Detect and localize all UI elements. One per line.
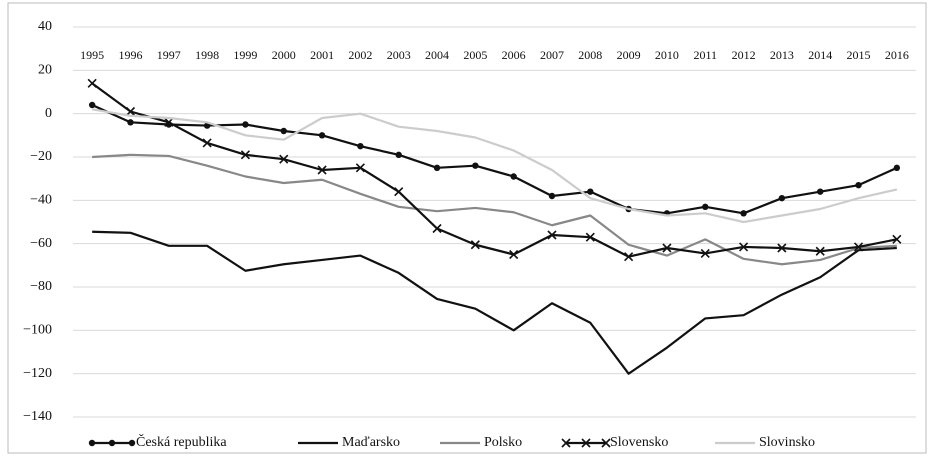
marker (472, 162, 479, 169)
marker (587, 188, 594, 195)
marker (662, 243, 672, 253)
x-tick-label: 1997 (157, 48, 181, 62)
marker (202, 138, 212, 148)
y-tick-label: −20 (30, 149, 52, 164)
marker (855, 181, 862, 189)
legend-label: Maďarsko (342, 435, 400, 450)
marker (548, 192, 556, 200)
marker (778, 194, 786, 202)
marker (740, 210, 747, 217)
y-tick-label: −140 (23, 409, 52, 424)
x-tick-label: 2005 (463, 48, 487, 62)
marker (240, 150, 250, 160)
x-tick-label: 2002 (348, 48, 372, 62)
y-tick-label: −40 (30, 193, 52, 208)
y-tick-label: −100 (23, 323, 52, 338)
marker (470, 240, 480, 250)
marker (279, 154, 289, 164)
x-tick-label: 2001 (310, 48, 334, 62)
series-line (92, 153, 897, 266)
marker (318, 132, 326, 139)
legend-item: Maďarsko (298, 435, 400, 450)
series-line (92, 230, 897, 375)
legend-label: Slovensko (610, 435, 668, 450)
marker (280, 127, 287, 135)
marker (128, 439, 136, 447)
marker (509, 249, 519, 260)
x-tick-label: 2010 (655, 48, 679, 62)
marker (394, 187, 404, 197)
x-tick-label: 2006 (502, 48, 526, 62)
marker (585, 232, 595, 242)
x-tick-label: 1996 (118, 48, 142, 62)
x-tick-label: 2015 (847, 48, 871, 62)
marker (355, 163, 365, 173)
marker (624, 252, 634, 262)
marker (108, 439, 116, 447)
series-line (91, 108, 898, 224)
marker (317, 165, 327, 175)
series-line (91, 103, 898, 215)
legend-label: Slovinsko (759, 435, 815, 450)
marker (893, 164, 901, 172)
x-tick-label: 2013 (770, 48, 794, 62)
x-tick-label: 2003 (387, 48, 411, 62)
x-tick-label: 2004 (425, 48, 449, 62)
marker (815, 246, 825, 256)
y-tick-label: 20 (38, 63, 52, 78)
marker (510, 173, 517, 180)
y-tick-label: −60 (30, 236, 52, 251)
x-tick-label: 2012 (732, 48, 756, 62)
x-tick-label: 1995 (80, 48, 104, 62)
series-line (91, 82, 898, 258)
x-tick-label: 2009 (617, 48, 641, 62)
marker (242, 121, 249, 128)
x-tick-label: 1998 (195, 48, 219, 62)
marker (601, 438, 611, 448)
marker (892, 234, 902, 244)
marker (853, 242, 864, 252)
marker (817, 188, 824, 195)
y-tick-label: −120 (23, 366, 52, 381)
marker (395, 151, 402, 159)
x-tick-label: 2007 (540, 48, 564, 62)
legend-item: Polsko (440, 435, 522, 450)
marker (87, 78, 97, 88)
legend-item: Česká republika (88, 433, 227, 450)
marker (581, 438, 591, 448)
legend-label: Polsko (484, 435, 522, 450)
x-tick-label: 2011 (693, 48, 717, 62)
marker (777, 243, 787, 253)
marker (739, 242, 749, 252)
y-tick-label: 40 (38, 19, 52, 34)
marker (432, 223, 442, 234)
marker (125, 106, 136, 117)
marker (547, 230, 557, 240)
x-tick-label: 2016 (885, 48, 909, 62)
x-tick-label: 1999 (233, 48, 257, 62)
marker (88, 101, 96, 109)
legend-label: Česká republika (136, 433, 227, 450)
marker (88, 439, 96, 447)
marker (561, 438, 571, 448)
marker (702, 203, 709, 211)
marker (700, 248, 710, 258)
marker (127, 119, 134, 126)
chart-border (7, 2, 927, 454)
marker (433, 164, 441, 172)
y-tick-label: 0 (45, 106, 52, 121)
marker (164, 117, 174, 127)
marker (357, 142, 364, 150)
legend-item: Slovensko (561, 435, 668, 450)
y-tick-label: −80 (30, 279, 52, 294)
legend-item: Slovinsko (715, 435, 815, 450)
x-tick-label: 2014 (808, 48, 832, 62)
x-tick-label: 2000 (272, 48, 296, 62)
x-tick-label: 2008 (578, 48, 602, 62)
